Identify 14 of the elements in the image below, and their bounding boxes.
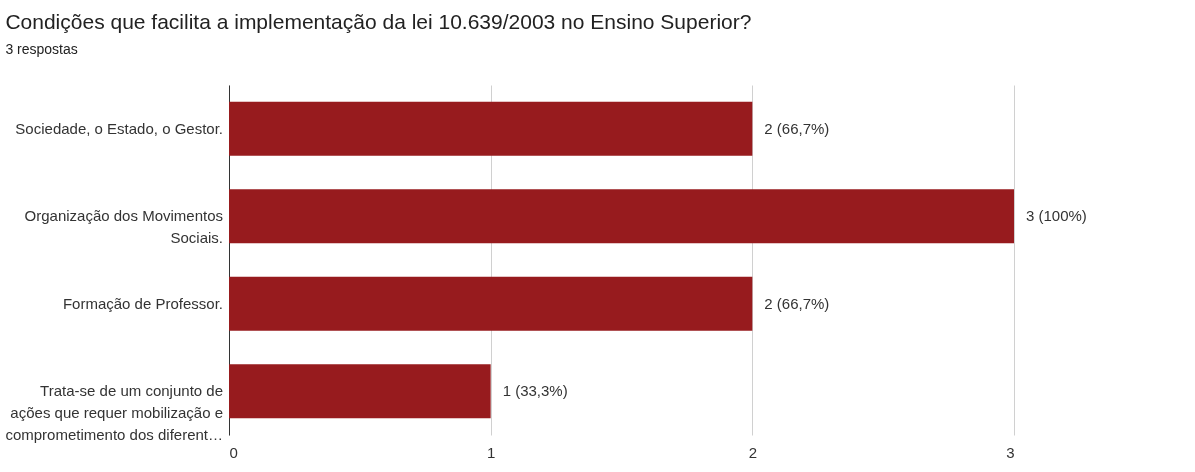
x-tick-label: 0 [229,443,238,461]
data-label: 2 (66,7%) [764,294,830,312]
x-tick-label: 1 [486,443,496,461]
y-tick-label: Formação de Professor. [62,294,223,312]
chart-title: Condições que facilita a implementação da lei 10.639/2003 no Ensino Superior? [5,10,752,33]
data-label: 3 (100%) [1026,207,1087,225]
data-label: 1 (33,3%) [502,382,568,400]
y-tick-label: Sociedade, o Estado, o Gestor. [15,119,223,137]
x-tick-label: 2 [748,443,758,461]
data-label: 2 (66,7%) [764,119,830,137]
y-tick-label: Organização dos Movimentos Sociais. [24,207,223,247]
y-tick-label: Trata-se de um conjunto de ações que requer mobilização e comprometimento dos diferent… [5,382,223,444]
x-tick-label: 3 [1006,443,1015,461]
text: 3 respostas [5,41,78,57]
